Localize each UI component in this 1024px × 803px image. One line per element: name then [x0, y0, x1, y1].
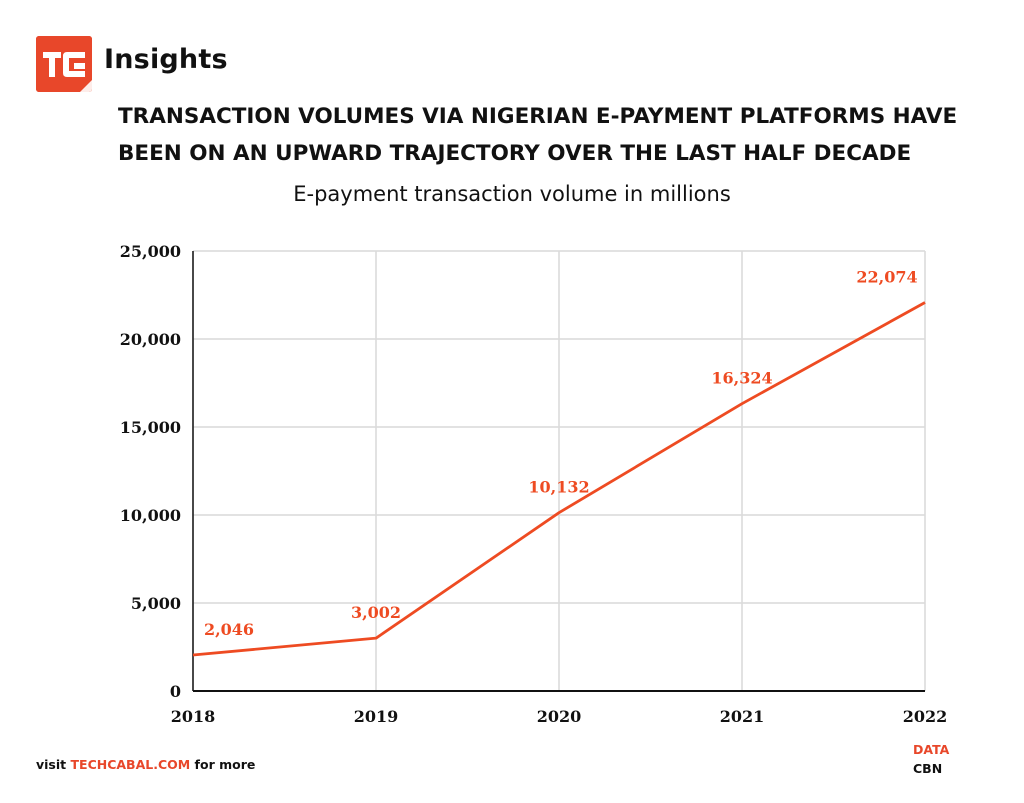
- data-label: 10,132: [528, 478, 589, 497]
- headline: TRANSACTION VOLUMES VIA NIGERIAN E-PAYME…: [118, 104, 958, 166]
- tc-logo-mark: [36, 36, 92, 92]
- data-source: DATA CBN: [913, 740, 949, 778]
- footer-prefix: visit: [36, 757, 71, 772]
- y-tick-label: 15,000: [120, 418, 181, 437]
- footer-cta: visit TECHCABAL.COM for more: [36, 757, 255, 772]
- data-source-label: DATA: [913, 742, 950, 757]
- y-tick-label: 5,000: [131, 594, 181, 613]
- data-label: 16,324: [711, 369, 772, 388]
- y-tick-label: 20,000: [120, 330, 181, 349]
- y-tick-label: 0: [170, 682, 181, 701]
- x-tick-label: 2018: [171, 707, 216, 726]
- y-tick-label: 25,000: [120, 242, 181, 261]
- footer-suffix: for more: [190, 757, 256, 772]
- y-tick-label: 10,000: [120, 506, 181, 525]
- x-tick-label: 2021: [720, 707, 765, 726]
- brand-name: Insights: [104, 44, 228, 75]
- data-label: 3,002: [351, 603, 401, 622]
- x-tick-label: 2019: [354, 707, 399, 726]
- series-line: [192, 301, 926, 657]
- data-label: 22,074: [856, 267, 917, 286]
- data-label: 2,046: [204, 620, 254, 639]
- x-tick-label: 2022: [903, 707, 948, 726]
- chart-title: E-payment transaction volume in millions: [293, 182, 731, 206]
- data-source-value: CBN: [913, 761, 943, 776]
- x-tick-label: 2020: [537, 707, 582, 726]
- techcabal-logo: [36, 36, 92, 92]
- techcabal-link[interactable]: TECHCABAL.COM: [70, 757, 191, 772]
